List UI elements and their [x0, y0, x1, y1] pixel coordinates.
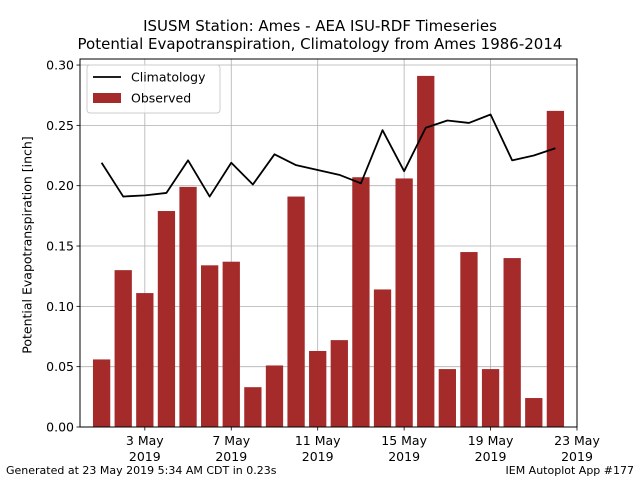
observed-bar [546, 110, 565, 428]
legend-observed-swatch [93, 93, 121, 103]
observed-bar [157, 211, 176, 427]
x-tick-label: 2019 [302, 449, 334, 464]
observed-bar [395, 178, 413, 427]
axes-frame [79, 58, 578, 428]
app-footer: IEM Autoplot App #177 [505, 464, 635, 477]
observed-bar [417, 75, 435, 428]
observed-bar [460, 252, 478, 427]
bar-layer [92, 75, 565, 428]
y-tick-label: 0.10 [46, 299, 74, 314]
y-tick-label: 0.15 [46, 239, 74, 254]
legend: Climatology Observed [86, 64, 221, 114]
observed-bar [265, 365, 284, 427]
observed-bar [222, 261, 240, 427]
x-tick-label: 2019 [475, 449, 507, 464]
observed-bar [330, 340, 348, 427]
grid-layer [80, 59, 578, 428]
x-tick-label: 19 May [468, 433, 514, 448]
y-tick-label: 0.25 [46, 118, 74, 133]
y-tick-label: 0.20 [46, 178, 74, 193]
legend-observed-label: Observed [131, 91, 191, 106]
observed-bar [481, 369, 500, 427]
observed-bar [438, 369, 456, 427]
x-tick-label: 2019 [215, 449, 247, 464]
x-tick-label: 2019 [561, 449, 593, 464]
x-tick-label: 23 May [554, 433, 600, 448]
x-tick-label: 11 May [295, 433, 341, 448]
observed-bar [179, 186, 197, 427]
observed-bar [352, 177, 370, 427]
x-tick-label: 15 May [381, 433, 427, 448]
observed-bar [136, 293, 154, 427]
x-tick-label: 2019 [129, 449, 161, 464]
line-layer [100, 113, 556, 198]
x-tick-label: 2019 [388, 449, 420, 464]
observed-bar [244, 387, 262, 427]
chart-title: ISUSM Station: Ames - AEA ISU-RDF Timese… [143, 17, 497, 35]
y-tick-label: 0.30 [46, 58, 74, 73]
observed-bar [309, 350, 327, 427]
generated-footer: Generated at 23 May 2019 5:34 AM CDT in … [6, 464, 277, 477]
observed-bar [373, 289, 392, 427]
observed-bar [92, 359, 111, 427]
observed-bar [201, 265, 219, 427]
x-tick-label: 3 May [126, 433, 164, 448]
observed-bar [114, 270, 132, 427]
climatology-line [100, 113, 556, 198]
y-tick-label: 0.00 [46, 420, 74, 435]
observed-bar [525, 398, 543, 427]
chart-subtitle: Potential Evapotranspiration, Climatolog… [77, 35, 563, 53]
observed-bar [287, 196, 305, 427]
x-tick-label: 7 May [212, 433, 250, 448]
observed-bar [503, 258, 521, 427]
legend-climatology-label: Climatology [131, 70, 206, 85]
y-tick-label: 0.05 [46, 359, 74, 374]
